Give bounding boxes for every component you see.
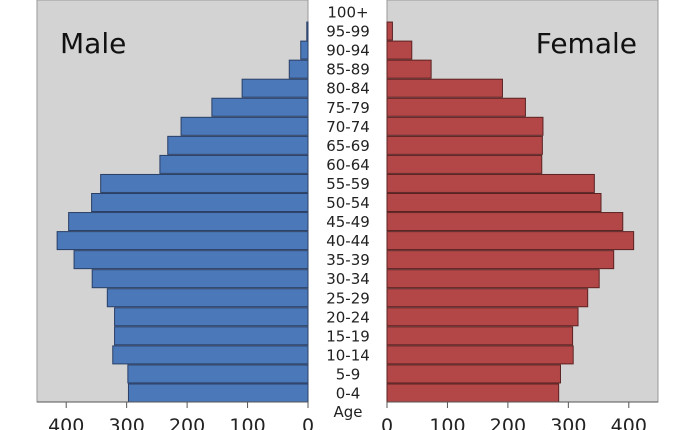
female-bar-95-99 xyxy=(386,21,393,41)
male-bars-group xyxy=(56,21,309,403)
male-bar-25-29 xyxy=(106,288,309,308)
age-label-30-34: 30-34 xyxy=(326,270,370,288)
female-tick-label-100: 100 xyxy=(429,415,465,430)
age-label-55-59: 55-59 xyxy=(326,175,370,193)
male-bar-75-79 xyxy=(211,97,309,117)
male-tick-label-200: 200 xyxy=(169,415,205,430)
male-x-ticks-group: 0 100 200 300 400 xyxy=(48,402,314,430)
female-bar-35-39 xyxy=(386,250,615,270)
female-bar-25-29 xyxy=(386,288,589,308)
female-bar-0-4 xyxy=(386,383,560,403)
age-labels-group: 0-4 5-910-1415-1920-2425-2930-3435-3940-4… xyxy=(326,4,370,403)
age-label-10-14: 10-14 xyxy=(326,346,370,364)
female-bar-30-34 xyxy=(386,269,600,289)
age-label-60-64: 60-64 xyxy=(326,156,370,174)
female-bar-40-44 xyxy=(386,231,635,251)
female-bar-85-89 xyxy=(386,59,432,79)
age-label-35-39: 35-39 xyxy=(326,251,370,269)
age-axis-title: Age xyxy=(333,403,362,421)
female-x-ticks-group: 0 100 200 300 400 xyxy=(381,402,647,430)
male-bar-0-4 xyxy=(127,383,309,403)
male-tick-label-0: 0 xyxy=(302,415,314,430)
male-bar-85-89 xyxy=(288,59,309,79)
age-label-0-4: 0-4 xyxy=(336,385,361,403)
male-bar-50-54 xyxy=(91,193,309,212)
female-bar-75-79 xyxy=(386,97,526,117)
male-tick-label-100: 100 xyxy=(229,415,265,430)
female-bar-90-94 xyxy=(386,40,413,60)
age-label-50-54: 50-54 xyxy=(326,194,370,212)
male-bar-10-14 xyxy=(112,345,309,365)
male-bar-90-94 xyxy=(300,40,309,60)
male-bar-55-59 xyxy=(100,173,309,193)
age-label-90-94: 90-94 xyxy=(326,42,370,60)
female-bars-group xyxy=(386,21,635,403)
female-bar-10-14 xyxy=(386,345,574,365)
female-tick-label-300: 300 xyxy=(550,415,586,430)
male-bar-80-84 xyxy=(241,78,309,98)
male-bar-40-44 xyxy=(56,231,309,251)
age-label-70-74: 70-74 xyxy=(326,118,370,136)
age-label-100+: 100+ xyxy=(327,4,368,22)
female-bar-15-19 xyxy=(386,326,574,346)
age-label-65-69: 65-69 xyxy=(326,137,370,155)
age-label-15-19: 15-19 xyxy=(326,327,370,345)
male-bar-20-24 xyxy=(114,307,309,327)
age-label-80-84: 80-84 xyxy=(326,80,370,98)
age-label-5-9: 5-9 xyxy=(336,365,361,383)
female-tick-label-0: 0 xyxy=(381,415,393,430)
male-bar-65-69 xyxy=(167,135,309,155)
age-label-95-99: 95-99 xyxy=(326,23,370,41)
age-label-25-29: 25-29 xyxy=(326,289,370,307)
age-label-20-24: 20-24 xyxy=(326,308,370,326)
female-bar-45-49 xyxy=(386,212,624,232)
age-label-75-79: 75-79 xyxy=(326,99,370,117)
female-bar-50-54 xyxy=(386,193,602,212)
female-bar-65-69 xyxy=(386,135,543,155)
female-series-label: Female xyxy=(536,27,637,60)
female-bar-80-84 xyxy=(386,78,503,98)
female-tick-label-200: 200 xyxy=(490,415,526,430)
female-tick-label-400: 400 xyxy=(611,415,647,430)
male-tick-label-400: 400 xyxy=(48,415,84,430)
female-bar-20-24 xyxy=(386,307,579,327)
female-bar-70-74 xyxy=(386,116,544,136)
male-bar-95-99 xyxy=(306,21,309,41)
female-bar-60-64 xyxy=(386,154,543,174)
male-tick-label-300: 300 xyxy=(109,415,145,430)
age-label-85-89: 85-89 xyxy=(326,61,370,79)
female-bar-5-9 xyxy=(386,364,561,384)
male-bar-30-34 xyxy=(91,269,309,289)
female-bar-55-59 xyxy=(386,173,595,193)
male-bar-15-19 xyxy=(114,326,309,346)
male-bar-60-64 xyxy=(159,154,309,174)
male-bar-5-9 xyxy=(127,364,309,384)
male-series-label: Male xyxy=(60,27,126,60)
age-label-40-44: 40-44 xyxy=(326,232,370,250)
age-label-45-49: 45-49 xyxy=(326,213,370,231)
male-bar-45-49 xyxy=(68,212,309,232)
male-bar-70-74 xyxy=(180,116,309,136)
male-bar-35-39 xyxy=(73,250,309,270)
